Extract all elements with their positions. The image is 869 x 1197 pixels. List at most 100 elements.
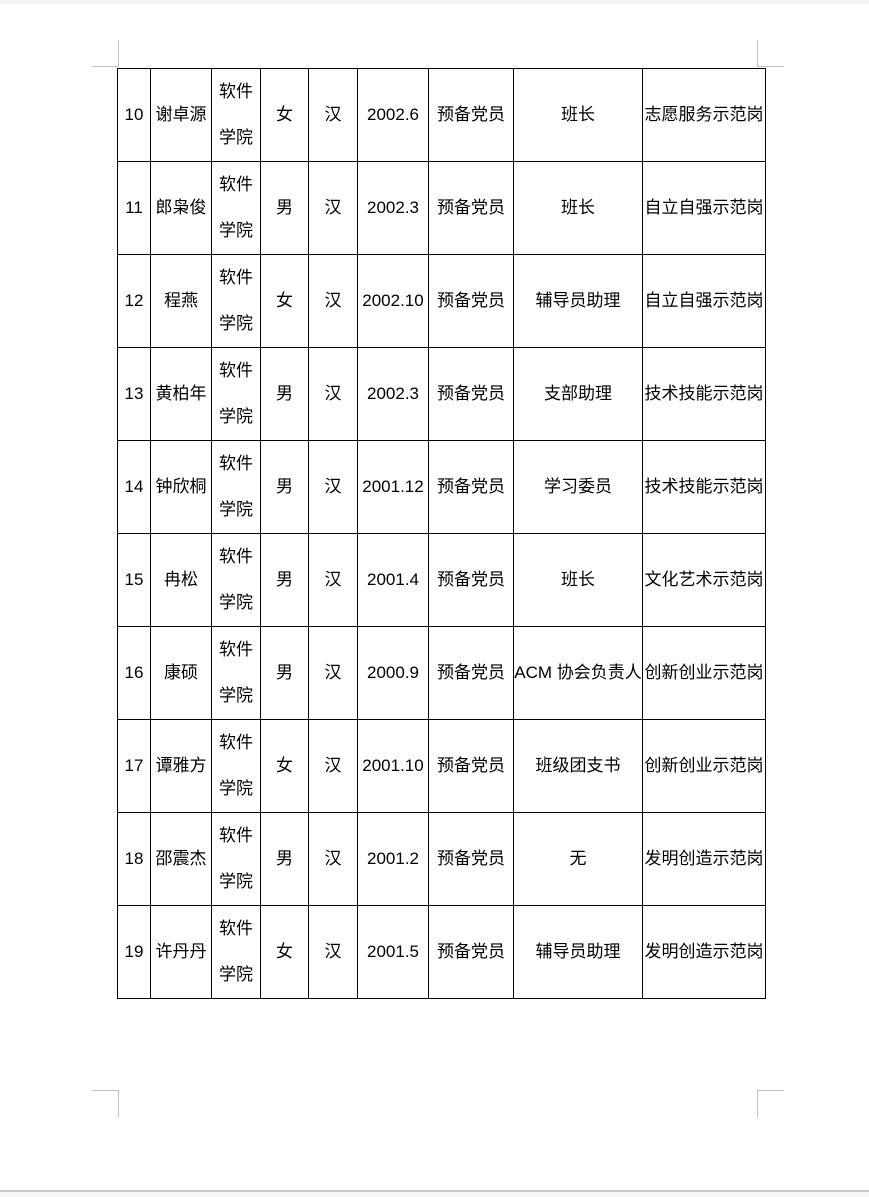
- cell-serial[interactable]: 13: [117, 347, 151, 441]
- cell-political-status[interactable]: 预备党员: [428, 905, 514, 999]
- cell-post-title[interactable]: 技术技能示范岗: [642, 440, 766, 534]
- cell-post-title[interactable]: 自立自强示范岗: [642, 254, 766, 348]
- table-row: 11 郎枭俊 软件学院男汉 2002.3 预备党员 班长 自立自强示范岗: [117, 161, 766, 255]
- cell-name[interactable]: 谭雅方: [150, 719, 212, 813]
- cell-position[interactable]: 学习委员: [513, 440, 643, 534]
- cell-position[interactable]: 支部助理: [513, 347, 643, 441]
- cell-ethnicity[interactable]: 汉: [308, 68, 358, 162]
- cell-serial[interactable]: 12: [117, 254, 151, 348]
- cell-position[interactable]: 班长: [513, 161, 643, 255]
- table-row: 10 谢卓源 软件学院女汉 2002.6 预备党员 班长 志愿服务示范岗: [117, 68, 766, 162]
- cell-post-title[interactable]: 技术技能示范岗: [642, 347, 766, 441]
- cell-position[interactable]: 班级团支书: [513, 719, 643, 813]
- cell-birth-date[interactable]: 2001.12: [357, 440, 429, 534]
- cell-serial[interactable]: 16: [117, 626, 151, 720]
- cell-gender[interactable]: 女: [260, 68, 309, 162]
- cell-political-status[interactable]: 预备党员: [428, 347, 514, 441]
- cell-ethnicity[interactable]: 汉: [308, 626, 358, 720]
- cell-ethnicity[interactable]: 汉: [308, 347, 358, 441]
- cell-ethnicity[interactable]: 汉: [308, 254, 358, 348]
- cell-college[interactable]: 软件学院: [211, 533, 261, 627]
- cell-position[interactable]: 班长: [513, 68, 643, 162]
- cell-birth-date[interactable]: 2002.6: [357, 68, 429, 162]
- cell-gender[interactable]: 男: [260, 440, 309, 534]
- cell-college[interactable]: 软件学院: [211, 905, 261, 999]
- margin-mark-bottom-left: [92, 1090, 119, 1117]
- cell-college[interactable]: 软件学院: [211, 719, 261, 813]
- cell-gender[interactable]: 女: [260, 254, 309, 348]
- cell-gender[interactable]: 男: [260, 161, 309, 255]
- cell-post-title[interactable]: 自立自强示范岗: [642, 161, 766, 255]
- cell-political-status[interactable]: 预备党员: [428, 626, 514, 720]
- cell-birth-date[interactable]: 2002.3: [357, 347, 429, 441]
- cell-political-status[interactable]: 预备党员: [428, 812, 514, 906]
- cell-post-title[interactable]: 创新创业示范岗: [642, 626, 766, 720]
- cell-serial[interactable]: 18: [117, 812, 151, 906]
- cell-birth-date[interactable]: 2001.10: [357, 719, 429, 813]
- cell-college[interactable]: 软件学院: [211, 347, 261, 441]
- cell-gender[interactable]: 男: [260, 347, 309, 441]
- cell-political-status[interactable]: 预备党员: [428, 440, 514, 534]
- cell-ethnicity[interactable]: 汉: [308, 161, 358, 255]
- cell-college[interactable]: 软件学院: [211, 440, 261, 534]
- cell-name[interactable]: 程燕: [150, 254, 212, 348]
- cell-post-title[interactable]: 创新创业示范岗: [642, 719, 766, 813]
- cell-gender[interactable]: 女: [260, 719, 309, 813]
- cell-serial[interactable]: 15: [117, 533, 151, 627]
- student-roster-table[interactable]: 10 谢卓源 软件学院女汉 2002.6 预备党员 班长 志愿服务示范岗 11 郎枭俊 软件学院男…: [117, 68, 766, 999]
- cell-serial[interactable]: 10: [117, 68, 151, 162]
- cell-gender[interactable]: 男: [260, 626, 309, 720]
- cell-birth-date[interactable]: 2000.9: [357, 626, 429, 720]
- cell-birth-date[interactable]: 2001.2: [357, 812, 429, 906]
- cell-serial[interactable]: 11: [117, 161, 151, 255]
- cell-gender[interactable]: 男: [260, 533, 309, 627]
- table-row: 14 钟欣桐 软件学院男汉 2001.12 预备党员 学习委员 技术技能示范岗: [117, 440, 766, 534]
- cell-college[interactable]: 软件学院: [211, 812, 261, 906]
- cell-post-title[interactable]: 文化艺术示范岗: [642, 533, 766, 627]
- margin-mark-top-right: [757, 40, 784, 67]
- cell-ethnicity[interactable]: 汉: [308, 719, 358, 813]
- cell-college[interactable]: 软件学院: [211, 626, 261, 720]
- cell-position[interactable]: ACM 协会负责人: [513, 626, 643, 720]
- cell-post-title[interactable]: 发明创造示范岗: [642, 812, 766, 906]
- cell-post-title[interactable]: 发明创造示范岗: [642, 905, 766, 999]
- cell-serial[interactable]: 17: [117, 719, 151, 813]
- cell-name[interactable]: 黄柏年: [150, 347, 212, 441]
- cell-position[interactable]: 辅导员助理: [513, 905, 643, 999]
- cell-name[interactable]: 邵震杰: [150, 812, 212, 906]
- cell-name[interactable]: 钟欣桐: [150, 440, 212, 534]
- cell-ethnicity[interactable]: 汉: [308, 440, 358, 534]
- page-bottom-edge: [0, 1190, 869, 1192]
- cell-position[interactable]: 班长: [513, 533, 643, 627]
- cell-political-status[interactable]: 预备党员: [428, 719, 514, 813]
- cell-name[interactable]: 冉松: [150, 533, 212, 627]
- cell-college[interactable]: 软件学院: [211, 68, 261, 162]
- cell-political-status[interactable]: 预备党员: [428, 68, 514, 162]
- cell-political-status[interactable]: 预备党员: [428, 161, 514, 255]
- cell-college[interactable]: 软件学院: [211, 161, 261, 255]
- cell-college[interactable]: 软件学院: [211, 254, 261, 348]
- cell-political-status[interactable]: 预备党员: [428, 533, 514, 627]
- cell-birth-date[interactable]: 2001.5: [357, 905, 429, 999]
- cell-serial[interactable]: 19: [117, 905, 151, 999]
- table-row: 18 邵震杰 软件学院男汉 2001.2 预备党员无发明创造示范岗: [117, 812, 766, 906]
- cell-birth-date[interactable]: 2001.4: [357, 533, 429, 627]
- cell-ethnicity[interactable]: 汉: [308, 533, 358, 627]
- cell-name[interactable]: 郎枭俊: [150, 161, 212, 255]
- cell-gender[interactable]: 女: [260, 905, 309, 999]
- cell-post-title[interactable]: 志愿服务示范岗: [642, 68, 766, 162]
- cell-birth-date[interactable]: 2002.10: [357, 254, 429, 348]
- table-row: 13 黄柏年 软件学院男汉 2002.3 预备党员 支部助理 技术技能示范岗: [117, 347, 766, 441]
- cell-gender[interactable]: 男: [260, 812, 309, 906]
- cell-serial[interactable]: 14: [117, 440, 151, 534]
- cell-position[interactable]: 无: [513, 812, 643, 906]
- cell-birth-date[interactable]: 2002.3: [357, 161, 429, 255]
- cell-ethnicity[interactable]: 汉: [308, 812, 358, 906]
- cell-political-status[interactable]: 预备党员: [428, 254, 514, 348]
- cell-ethnicity[interactable]: 汉: [308, 905, 358, 999]
- cell-name[interactable]: 许丹丹: [150, 905, 212, 999]
- cell-position[interactable]: 辅导员助理: [513, 254, 643, 348]
- table-row: 17 谭雅方 软件学院女汉 2001.10 预备党员 班级团支书 创新创业示范岗: [117, 719, 766, 813]
- cell-name[interactable]: 康硕: [150, 626, 212, 720]
- cell-name[interactable]: 谢卓源: [150, 68, 212, 162]
